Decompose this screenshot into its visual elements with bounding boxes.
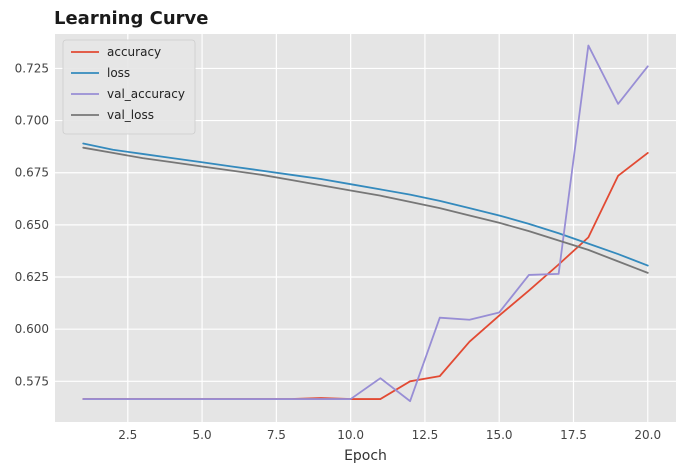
x-axis-label: Epoch: [344, 448, 387, 464]
series-line-val-loss: [82, 146, 649, 274]
x-tick-label: 5.0: [193, 428, 212, 442]
legend-label-val-accuracy: val_accuracy: [107, 87, 185, 101]
y-tick-label: 0.725: [15, 61, 49, 75]
legend: accuracy loss val_accuracy val_loss: [62, 39, 196, 135]
chart-title: Learning Curve: [54, 8, 209, 29]
y-tick-label: 0.675: [15, 166, 49, 180]
series-lines: [82, 44, 649, 403]
y-tick-label: 0.575: [15, 374, 49, 388]
legend-label-accuracy: accuracy: [107, 45, 161, 59]
x-tick-label: 12.5: [412, 428, 439, 442]
x-tick-label: 15.0: [486, 428, 513, 442]
y-tick-label: 0.600: [15, 322, 49, 336]
y-tick-label: 0.650: [15, 218, 49, 232]
series-line-val-accuracy: [82, 44, 649, 403]
x-tick-label: 20.0: [634, 428, 661, 442]
x-axis-ticks: 2.5 5.0 7.5 10.0 12.5 15.0 17.5 20.0: [118, 428, 661, 442]
y-axis-ticks: 0.575 0.600 0.625 0.650 0.675 0.700 0.725: [15, 61, 49, 388]
legend-label-val-loss: val_loss: [107, 108, 154, 122]
y-tick-label: 0.700: [15, 114, 49, 128]
legend-box: [62, 39, 196, 135]
x-tick-label: 10.0: [337, 428, 364, 442]
series-line-loss: [82, 142, 649, 267]
legend-label-loss: loss: [107, 66, 130, 80]
x-tick-label: 17.5: [560, 428, 587, 442]
grid-lines: [55, 34, 676, 422]
y-tick-label: 0.625: [15, 270, 49, 284]
x-tick-label: 2.5: [118, 428, 137, 442]
x-tick-label: 7.5: [267, 428, 286, 442]
